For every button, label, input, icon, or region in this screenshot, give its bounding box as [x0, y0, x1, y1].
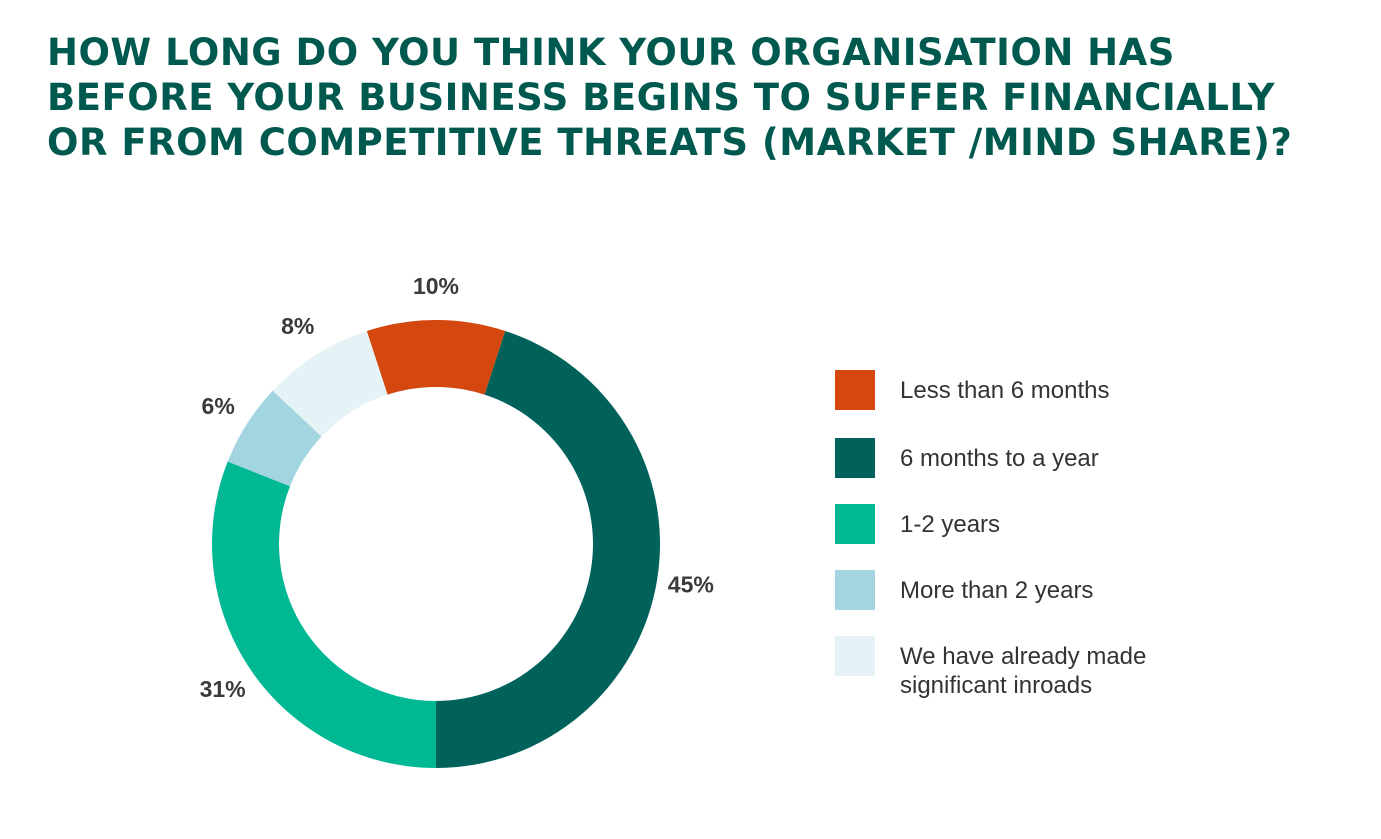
chart-title-line-1: HOW LONG DO YOU THINK YOUR ORGANISATION …	[47, 31, 1175, 74]
legend-swatch-6-months-to-a-year	[835, 438, 875, 478]
legend-swatch-1-2-years	[835, 504, 875, 544]
legend-label-line-1: We have already made	[900, 643, 1147, 670]
donut-slice-less-than-6-months	[366, 320, 506, 395]
chart-title-line-3: OR FROM COMPETITIVE THREATS (MARKET /MIN…	[47, 121, 1293, 164]
donut-slice-6-months-to-a-year	[436, 330, 661, 768]
donut-value-label-less-than-6-months: 10%	[413, 273, 459, 299]
donut-slice-we-have-already-made-significant-inroads	[272, 330, 388, 437]
chart-title-line-2: BEFORE YOUR BUSINESS BEGINS TO SUFFER FI…	[47, 76, 1276, 119]
legend-item-more-than-2-years: More than 2 years	[835, 570, 1315, 610]
donut-slices	[212, 320, 661, 769]
legend-label-less-than-6-months: Less than 6 months	[900, 376, 1300, 405]
legend-swatch-less-than-6-months	[835, 370, 875, 410]
donut-value-label-we-have-already-made-significant-inroads: 8%	[281, 313, 314, 339]
legend-swatch-more-than-2-years	[835, 570, 875, 610]
legend-label-line: 6 months to a year	[900, 445, 1099, 472]
legend-label-6-months-to-a-year: 6 months to a year	[900, 444, 1300, 473]
donut-slice-labels: 10% 45% 31% 6% 8%	[200, 273, 714, 702]
legend-label-line: Less than 6 months	[900, 377, 1110, 404]
legend-label-1-2-years: 1-2 years	[900, 510, 1300, 539]
legend-swatch-already-made-inroads	[835, 636, 875, 676]
legend-label-more-than-2-years: More than 2 years	[900, 576, 1300, 605]
legend-item-already-made-inroads: We have already made significant inroads	[835, 636, 1315, 699]
chart-title: HOW LONG DO YOU THINK YOUR ORGANISATION …	[47, 30, 1347, 165]
donut-slice-1-2-years	[212, 461, 436, 769]
legend-label-line: 1-2 years	[900, 511, 1001, 538]
legend-label-line-2: significant inroads	[900, 672, 1093, 699]
legend-label-already-made-inroads: We have already made significant inroads	[900, 642, 1300, 700]
legend-item-less-than-6-months: Less than 6 months	[835, 370, 1315, 410]
donut-slice-more-than-2-years	[227, 390, 322, 487]
legend-item-1-2-years: 1-2 years	[835, 504, 1315, 544]
donut-value-label-1-2-years: 31%	[200, 676, 246, 702]
legend-item-6-months-to-a-year: 6 months to a year	[835, 438, 1315, 478]
donut-value-label-6-months-to-a-year: 45%	[668, 571, 714, 597]
donut-value-label-more-than-2-years: 6%	[202, 393, 235, 419]
legend-label-line: More than 2 years	[900, 577, 1094, 604]
